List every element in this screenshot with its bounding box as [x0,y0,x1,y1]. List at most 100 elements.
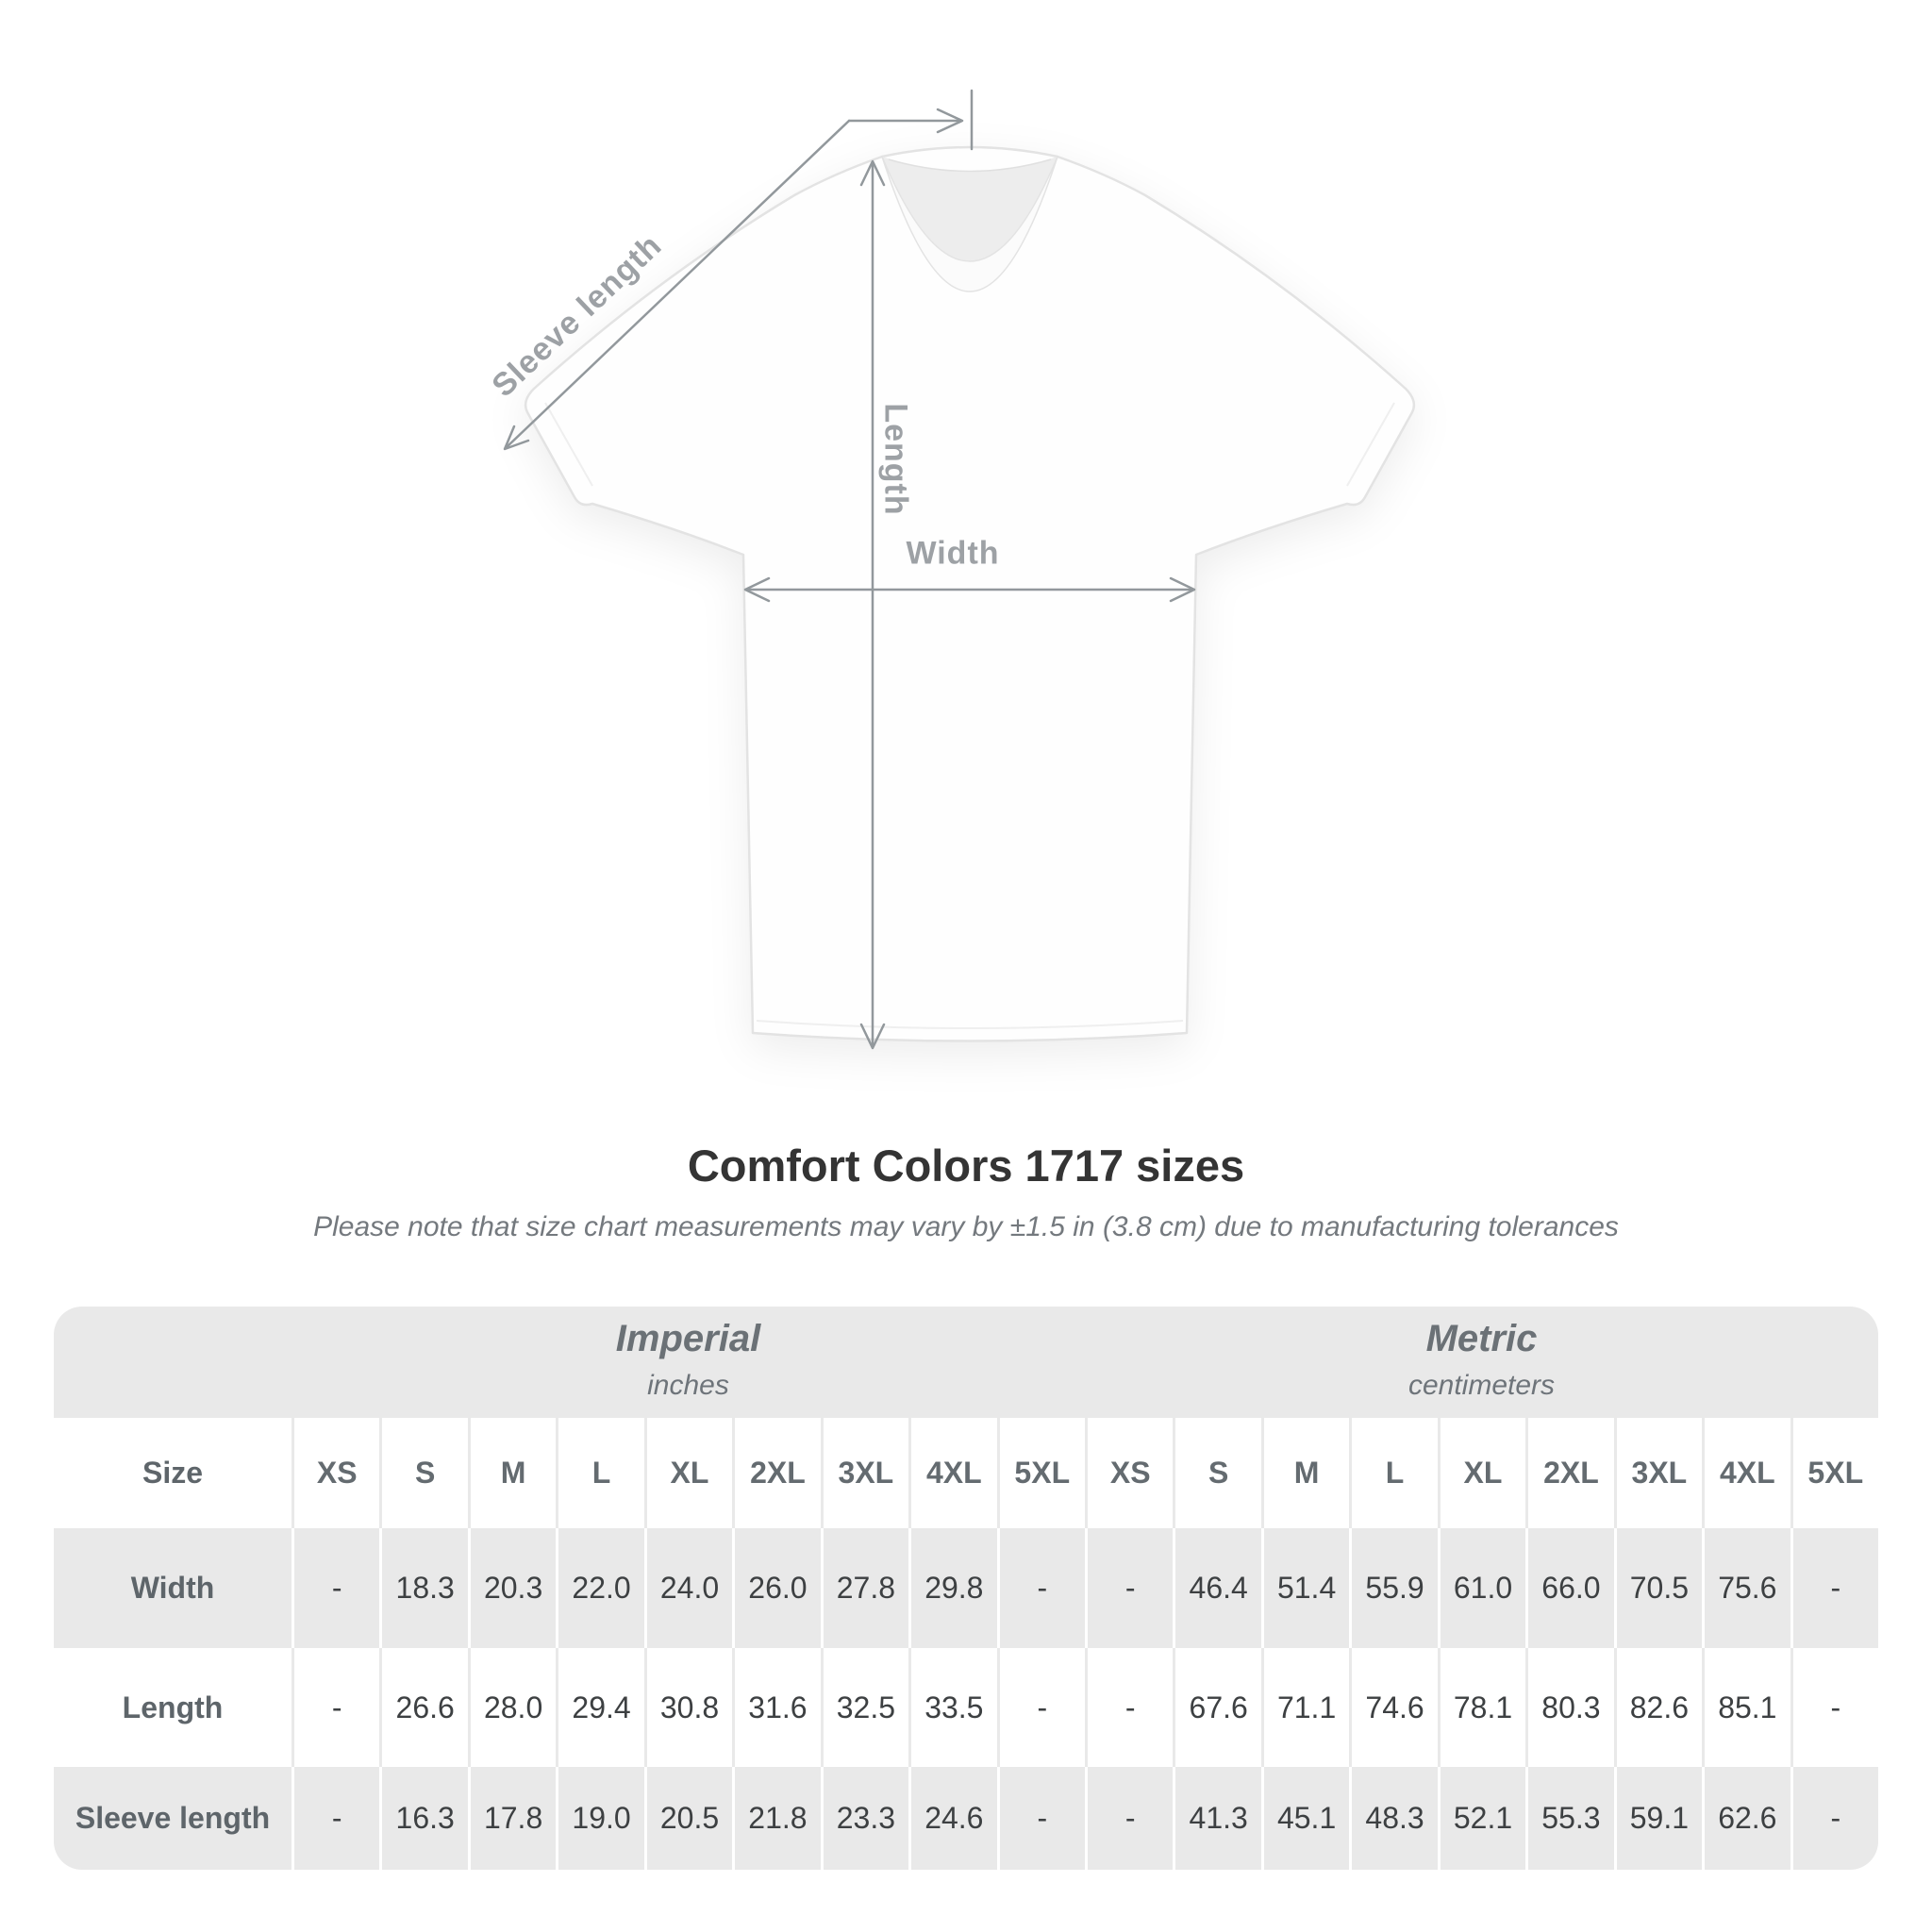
value-cell: 29.4 [556,1648,643,1767]
back-collar-seam [888,158,1052,173]
size-header-cell: M [1260,1418,1349,1528]
value-cell: 26.0 [732,1528,820,1648]
value-cell: 20.5 [643,1767,732,1870]
size-header-cell: XS [1084,1418,1173,1528]
value-cell: 70.5 [1613,1528,1702,1648]
value-cell: - [1790,1648,1878,1767]
value-cell: 20.3 [467,1528,556,1648]
value-cell: 52.1 [1437,1767,1525,1870]
table-row-length: Length - 26.6 28.0 29.4 30.8 31.6 32.5 3… [54,1648,1878,1767]
value-cell: - [1084,1648,1173,1767]
value-cell: 16.3 [379,1767,467,1870]
width-label: Width [906,535,1000,572]
value-cell: 80.3 [1525,1648,1613,1767]
size-header-cell: 2XL [1525,1418,1613,1528]
tshirt-illustration [503,89,1416,1050]
value-cell: 26.6 [379,1648,467,1767]
imperial-unit-label: inches [647,1369,729,1401]
value-cell: 71.1 [1260,1648,1349,1767]
value-cell: - [291,1767,379,1870]
size-header-cell: 5XL [1790,1418,1878,1528]
size-header-cell: 5XL [996,1418,1085,1528]
value-cell: 51.4 [1260,1528,1349,1648]
row-label-cell: Sleeve length [75,1801,271,1835]
left-cuff-stitch [544,402,593,487]
value-cell: 24.0 [643,1528,732,1648]
value-cell: 30.8 [643,1648,732,1767]
value-cell: 74.6 [1349,1648,1437,1767]
value-cell: 55.3 [1525,1767,1613,1870]
width-arrowhead-right-icon [1169,576,1196,603]
value-cell: 18.3 [379,1528,467,1648]
value-cell: 45.1 [1260,1767,1349,1870]
size-header-cell: M [467,1418,556,1528]
hem-stitch [756,1020,1184,1029]
value-cell: 66.0 [1525,1528,1613,1648]
group-row-spacer [54,1307,291,1418]
imperial-group-header: Imperial inches [291,1307,1085,1418]
value-cell: - [1790,1767,1878,1870]
value-cell: 27.8 [820,1528,908,1648]
value-cell: - [996,1648,1085,1767]
value-cell: 33.5 [908,1648,996,1767]
size-header-row: Size XS S M L XL 2XL 3XL 4XL 5XL XS S M … [54,1418,1878,1528]
size-table: Imperial inches Metric centimeters Size … [54,1307,1878,1870]
value-cell: 55.9 [1349,1528,1437,1648]
value-cell: - [996,1767,1085,1870]
sleeve-arrowhead-down-icon [503,425,530,451]
value-cell: 19.0 [556,1767,643,1870]
value-cell: 31.6 [732,1648,820,1767]
length-arrowhead-up-icon [859,159,886,187]
value-cell: 17.8 [467,1767,556,1870]
value-cell: - [1084,1528,1173,1648]
size-header-cell: S [1173,1418,1260,1528]
value-cell: 32.5 [820,1648,908,1767]
value-cell: 41.3 [1173,1767,1260,1870]
value-cell: 22.0 [556,1528,643,1648]
value-cell: 23.3 [820,1767,908,1870]
right-cuff-stitch [1346,402,1395,487]
length-label: Length [877,403,914,516]
size-header-cell: XS [291,1418,379,1528]
value-cell: 48.3 [1349,1767,1437,1870]
size-column-header: Size [142,1456,204,1490]
value-cell: 62.6 [1702,1767,1790,1870]
value-cell: - [291,1528,379,1648]
page-title: Comfort Colors 1717 sizes [687,1141,1245,1191]
size-header-cell: 3XL [820,1418,908,1528]
length-arrowhead-down-icon [859,1023,886,1050]
sleeve-arrow-diagonal [505,119,851,449]
value-cell: 67.6 [1173,1648,1260,1767]
tshirt-diagram: Sleeve length Length Width [485,89,1416,1050]
value-cell: - [996,1528,1085,1648]
metric-unit-label: centimeters [1407,1369,1556,1401]
table-row-sleeve-length: Sleeve length - 16.3 17.8 19.0 20.5 21.8… [54,1767,1878,1870]
size-header-cell: XL [643,1418,732,1528]
size-header-cell: 4XL [1702,1418,1790,1528]
row-label-cell: Length [122,1690,224,1724]
value-cell: 46.4 [1173,1528,1260,1648]
value-cell: 61.0 [1437,1528,1525,1648]
value-cell: 29.8 [908,1528,996,1648]
collar-band [881,156,1058,292]
size-header-cell: 2XL [732,1418,820,1528]
value-cell: 78.1 [1437,1648,1525,1767]
size-header-cell: 4XL [908,1418,996,1528]
value-cell: - [291,1648,379,1767]
sleeve-arrowhead-right-icon [936,108,964,134]
size-header-cell: 3XL [1613,1418,1702,1528]
width-arrowhead-left-icon [743,576,771,603]
metric-group-header: Metric centimeters [1085,1307,1878,1418]
value-cell: 85.1 [1702,1648,1790,1767]
size-header-cell: S [379,1418,467,1528]
value-cell: 21.8 [732,1767,820,1870]
unit-group-row: Imperial inches Metric centimeters [54,1307,1878,1418]
value-cell: 75.6 [1702,1528,1790,1648]
value-cell: - [1790,1528,1878,1648]
value-cell: 28.0 [467,1648,556,1767]
imperial-label: Imperial [615,1317,761,1359]
size-header-cell: L [1349,1418,1437,1528]
metric-label: Metric [1425,1317,1538,1359]
value-cell: 82.6 [1613,1648,1702,1767]
